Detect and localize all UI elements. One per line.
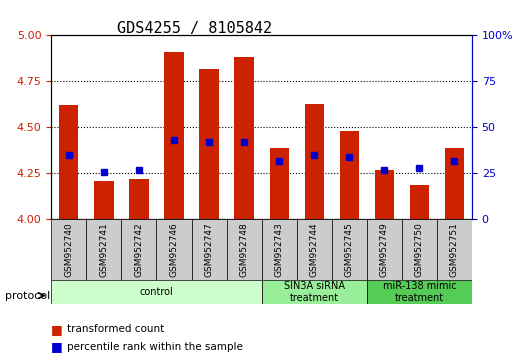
Text: GSM952746: GSM952746 [169,222,179,277]
FancyBboxPatch shape [86,219,122,280]
Bar [129,179,149,219]
Bar [269,148,289,219]
Text: GSM952750: GSM952750 [415,222,424,277]
Text: GSM952748: GSM952748 [240,222,249,277]
FancyBboxPatch shape [122,219,156,280]
FancyBboxPatch shape [367,219,402,280]
Text: GSM952744: GSM952744 [310,222,319,277]
Text: miR-138 mimic
treatment: miR-138 mimic treatment [383,281,456,303]
FancyBboxPatch shape [332,219,367,280]
Text: GSM952745: GSM952745 [345,222,354,277]
Text: GDS4255 / 8105842: GDS4255 / 8105842 [117,21,272,36]
FancyBboxPatch shape [191,219,227,280]
Text: ■: ■ [51,323,63,336]
FancyBboxPatch shape [297,219,332,280]
Text: GSM952751: GSM952751 [450,222,459,277]
FancyBboxPatch shape [402,219,437,280]
Bar [200,69,219,219]
Bar [234,57,254,219]
Bar [410,184,429,219]
Text: GSM952747: GSM952747 [205,222,213,277]
Bar [374,170,394,219]
Bar [59,105,78,219]
FancyBboxPatch shape [227,219,262,280]
Text: GSM952742: GSM952742 [134,222,144,277]
Text: GSM952741: GSM952741 [100,222,108,277]
Bar [340,131,359,219]
FancyBboxPatch shape [367,280,472,304]
Text: GSM952743: GSM952743 [274,222,284,277]
FancyBboxPatch shape [437,219,472,280]
Text: GSM952749: GSM952749 [380,222,389,277]
Text: GSM952740: GSM952740 [64,222,73,277]
Text: percentile rank within the sample: percentile rank within the sample [67,342,243,352]
Text: transformed count: transformed count [67,324,164,334]
Text: control: control [140,287,173,297]
FancyBboxPatch shape [51,280,262,304]
FancyBboxPatch shape [262,280,367,304]
Bar [445,148,464,219]
Text: SIN3A siRNA
treatment: SIN3A siRNA treatment [284,281,345,303]
Bar [94,181,113,219]
Text: protocol: protocol [5,291,50,301]
Bar [164,52,184,219]
Bar [305,103,324,219]
FancyBboxPatch shape [262,219,297,280]
FancyBboxPatch shape [156,219,191,280]
Text: ■: ■ [51,341,63,353]
FancyBboxPatch shape [51,219,86,280]
